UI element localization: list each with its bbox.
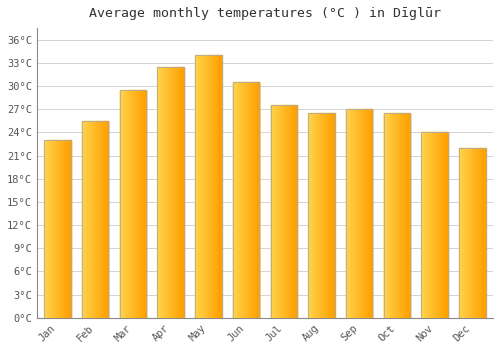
Bar [308, 113, 334, 318]
Bar [270, 105, 297, 318]
Bar [384, 113, 410, 318]
Bar [82, 121, 108, 318]
Bar [120, 90, 146, 318]
Bar [158, 67, 184, 318]
Bar [346, 109, 372, 318]
Bar [459, 148, 485, 318]
Bar [195, 55, 222, 318]
Bar [44, 140, 70, 318]
Bar [233, 82, 260, 318]
Title: Average monthly temperatures (°C ) in Dīglūr: Average monthly temperatures (°C ) in Dī… [89, 7, 441, 20]
Bar [422, 132, 448, 318]
